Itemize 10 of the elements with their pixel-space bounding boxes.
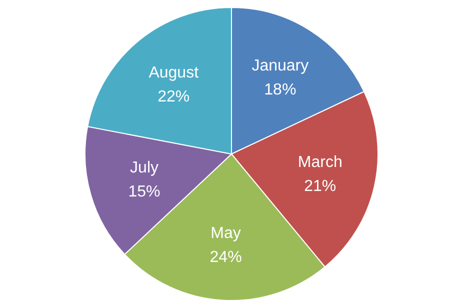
slice-label: August [148,64,200,82]
slice-label: January [252,58,309,75]
data-label: 15% [128,184,160,201]
slice-label: May [210,225,241,242]
data-label: 22% [158,88,190,106]
slice-label: July [130,160,159,177]
slice-label: March [298,154,342,172]
data-label: 24% [210,249,242,266]
data-label: 18% [264,82,296,99]
data-label: 21% [304,178,336,196]
